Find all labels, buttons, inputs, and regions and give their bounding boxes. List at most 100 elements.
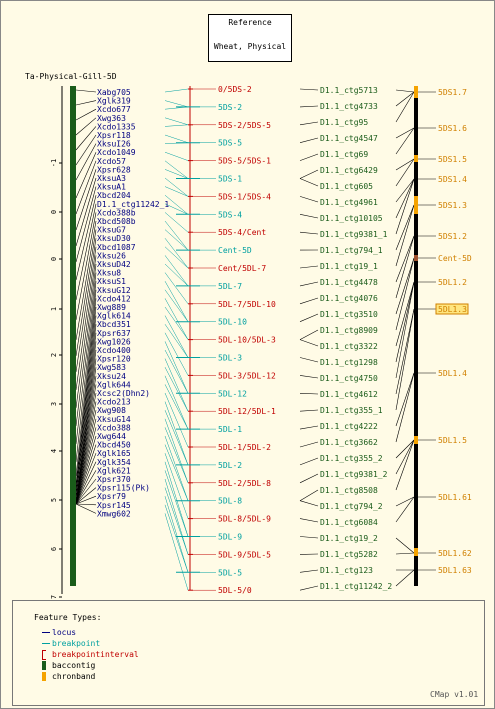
chronband-label[interactable]: 5DS1.2	[438, 232, 467, 241]
locus-label[interactable]: Xbcd1087	[97, 243, 136, 252]
breakpoint-label[interactable]: 5DL-10	[218, 318, 247, 327]
locus-label[interactable]: XksuG12	[97, 286, 131, 295]
locus-label[interactable]: XksuG14	[97, 415, 131, 424]
contig-label[interactable]: D1.1_ctg8508	[320, 486, 378, 495]
contig-label[interactable]: D1.1_ctg794_2	[320, 502, 383, 511]
breakpoint-label[interactable]: 5DL-1	[218, 425, 242, 434]
breakpoint-label[interactable]: 5DL-1/5DL-2	[218, 443, 271, 452]
locus-label[interactable]: XksuG7	[97, 226, 126, 235]
chronband-label[interactable]: 5DS1.5	[438, 155, 467, 164]
locus-label[interactable]: Xcdo1335	[97, 122, 136, 131]
contig-label[interactable]: D1.1_ctg3322	[320, 342, 378, 351]
locus-label[interactable]: Xpsr118	[97, 131, 131, 140]
breakpoint-label[interactable]: 5DL-7	[218, 282, 242, 291]
breakpoint-label[interactable]: 5DL-9/5DL-5	[218, 550, 271, 559]
locus-label[interactable]: Xglk614	[97, 312, 131, 321]
locus-label[interactable]: Xksu24	[97, 372, 126, 381]
chronband-label[interactable]: 5DL1.62	[438, 549, 472, 558]
breakpoint-label[interactable]: 5DS-5	[218, 139, 242, 148]
locus-label[interactable]: XksuI26	[97, 140, 131, 149]
contig-label[interactable]: D1.1_ctg5713	[320, 86, 378, 95]
contig-label[interactable]: D1.1_ctg355_1	[320, 406, 383, 415]
chronband-label[interactable]: 5DS1.3	[438, 201, 467, 210]
contig-label[interactable]: D1.1_ctg69	[320, 150, 368, 159]
locus-label[interactable]: Xmwg602	[97, 509, 131, 518]
contig-label[interactable]: D1.1_ctg6429	[320, 166, 378, 175]
contig-label[interactable]: D1.1_ctg95	[320, 118, 368, 127]
map-title[interactable]: Ta-Physical-Gill-5D	[25, 72, 117, 81]
locus-label[interactable]: Xbcd351	[97, 320, 131, 329]
contig-label[interactable]: D1.1_ctg8909	[320, 326, 378, 335]
locus-label[interactable]: Xcdo1049	[97, 148, 136, 157]
locus-label[interactable]: Xwg644	[97, 432, 126, 441]
breakpoint-label[interactable]: 5DL-2	[218, 461, 242, 470]
breakpoint-label[interactable]: 5DL-9	[218, 533, 242, 542]
breakpoint-label[interactable]: 5DL-8/5DL-9	[218, 515, 271, 524]
locus-label[interactable]: Xbcd450	[97, 441, 131, 450]
chronband-label[interactable]: 5DL1.61	[438, 493, 472, 502]
contig-label[interactable]: D1.1_ctg123	[320, 566, 373, 575]
breakpoint-label[interactable]: 5DL-8	[218, 497, 242, 506]
chronband-label[interactable]: 5DS1.7	[438, 88, 467, 97]
breakpoint-label[interactable]: Cent/5DL-7	[218, 264, 266, 273]
contig-label[interactable]: D1.1_ctg19_1	[320, 262, 378, 271]
contig-label[interactable]: D1.1_ctg4612	[320, 390, 378, 399]
locus-label[interactable]: Xcdo677	[97, 105, 131, 114]
locus-label[interactable]: Xpsr120	[97, 355, 131, 364]
breakpoint-label[interactable]: 5DL-7/5DL-10	[218, 300, 276, 309]
contig-label[interactable]: D1.1_ctg11242_2	[320, 582, 392, 591]
locus-label[interactable]: Xksu8	[97, 269, 121, 278]
locus-label[interactable]: Xpsr370	[97, 475, 131, 484]
locus-label[interactable]: D1.1_ctg11242_1	[97, 200, 169, 209]
breakpoint-label[interactable]: 5DS-1/5DS-4	[218, 192, 271, 201]
locus-label[interactable]: Xabg705	[97, 88, 131, 97]
chronband-label[interactable]: 5DL1.4	[438, 369, 467, 378]
chronband-label[interactable]: 5DS1.6	[438, 124, 467, 133]
locus-label[interactable]: Xcdo388b	[97, 208, 136, 217]
contig-label[interactable]: D1.1_ctg4478	[320, 278, 378, 287]
contig-label[interactable]: D1.1_ctg3662	[320, 438, 378, 447]
chronband-label[interactable]: 5DL1.2	[438, 278, 467, 287]
contig-label[interactable]: D1.1_ctg5282	[320, 550, 378, 559]
contig-label[interactable]: D1.1_ctg794_1	[320, 246, 383, 255]
breakpoint-label[interactable]: 5DL-12/5DL-1	[218, 407, 276, 416]
contig-label[interactable]: D1.1_ctg4222	[320, 422, 378, 431]
breakpoint-label[interactable]: 5DL-12	[218, 389, 247, 398]
locus-label[interactable]: XksuD30	[97, 234, 131, 243]
breakpoint-label[interactable]: 5DL-3/5DL-12	[218, 371, 276, 380]
chronband-label[interactable]: 5DS1.4	[438, 175, 467, 184]
locus-label[interactable]: Xglk354	[97, 458, 131, 467]
chronband-label[interactable]: 5DL1.5	[438, 436, 467, 445]
locus-label[interactable]: XksuA3	[97, 174, 126, 183]
locus-label[interactable]: XksuD42	[97, 260, 131, 269]
locus-label[interactable]: Xwg363	[97, 114, 126, 123]
locus-label[interactable]: Xwg1026	[97, 337, 131, 346]
breakpoint-label[interactable]: 5DS-4	[218, 210, 242, 219]
locus-label[interactable]: Xwg889	[97, 303, 126, 312]
locus-label[interactable]: Xcdo400	[97, 346, 131, 355]
contig-label[interactable]: D1.1_ctg9381_1	[320, 230, 388, 239]
locus-label[interactable]: Xksu26	[97, 251, 126, 260]
breakpoint-label[interactable]: 5DL-5/0	[218, 586, 252, 595]
breakpoint-label[interactable]: 5DL-3	[218, 354, 242, 363]
locus-label[interactable]: Xwg908	[97, 406, 126, 415]
locus-label[interactable]: XksuS1	[97, 277, 126, 286]
contig-label[interactable]: D1.1_ctg1298	[320, 358, 378, 367]
locus-label[interactable]: Xpsr637	[97, 329, 131, 338]
locus-label[interactable]: Xpsr628	[97, 165, 131, 174]
locus-label[interactable]: XksuA1	[97, 183, 126, 192]
locus-label[interactable]: Xglk319	[97, 97, 131, 106]
locus-label[interactable]: Xcsc2(Dhn2)	[97, 389, 150, 398]
contig-label[interactable]: D1.1_ctg605	[320, 182, 373, 191]
locus-label[interactable]: Xcdo57	[97, 157, 126, 166]
contig-label[interactable]: D1.1_ctg355_2	[320, 454, 383, 463]
contig-label[interactable]: D1.1_ctg19_2	[320, 534, 378, 543]
contig-label[interactable]: D1.1_ctg4076	[320, 294, 378, 303]
locus-label[interactable]: Xcdo213	[97, 398, 131, 407]
chronband-label[interactable]: Cent-5D	[438, 254, 472, 263]
breakpoint-label[interactable]: 5DL-2/5DL-8	[218, 479, 271, 488]
contig-label[interactable]: D1.1_ctg4750	[320, 374, 378, 383]
chronband-label[interactable]: 5DL1.3	[438, 305, 467, 314]
locus-label[interactable]: Xcdo388	[97, 423, 131, 432]
breakpoint-label[interactable]: Cent-5D	[218, 246, 252, 255]
